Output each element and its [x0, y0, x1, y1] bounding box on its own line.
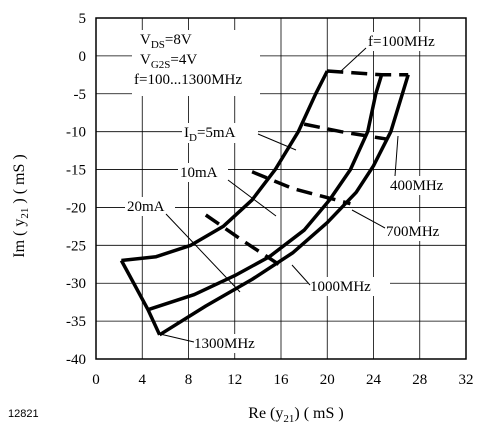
condition-vds: VDS=8V: [140, 32, 192, 51]
y-axis-title: Im ( y21 ) ( mS ): [11, 154, 31, 257]
series-line-1000mhz: [204, 213, 286, 270]
y-tick-label: 0: [79, 49, 87, 65]
x-tick-label: 4: [139, 372, 147, 388]
x-axis-title: Re (y21) ( mS ): [248, 405, 343, 425]
y-tick-label: 5: [79, 11, 87, 27]
condition-frequency: f=100...1300MHz: [134, 72, 242, 88]
y-tick-label: -35: [66, 314, 86, 330]
leader-current-10ma: [227, 179, 277, 217]
label-freq-1000mhz-bg: [308, 277, 390, 296]
y-tick-label: -15: [66, 163, 86, 179]
x-tick-label: 20: [320, 372, 335, 388]
label-current-5ma-bg: [182, 123, 258, 143]
label-freq-100mhz: f=100MHz: [368, 34, 435, 50]
y-tick-label: -20: [66, 200, 86, 216]
series-line-10ma: [147, 74, 384, 312]
x-tick-label: 24: [366, 372, 382, 388]
label-freq-1300mhz: 1300MHz: [194, 336, 255, 352]
label-freq-700mhz: 700MHz: [386, 224, 440, 240]
leader-freq-1000mhz: [291, 264, 311, 286]
y-tick-label: -25: [66, 238, 86, 254]
label-freq-100mhz-bg: [366, 32, 460, 51]
series-line-5ma: [121, 70, 329, 263]
x-tick-label: 28: [412, 372, 427, 388]
label-current-20ma-bg: [125, 197, 175, 216]
label-freq-1000mhz: 1000MHz: [310, 279, 371, 295]
y-tick-label: -40: [66, 352, 86, 368]
x-tick-label: 16: [274, 372, 290, 388]
label-freq-1300mhz-bg: [192, 334, 274, 353]
label-current-10ma-bg: [178, 163, 228, 182]
x-tick-label: 8: [185, 372, 193, 388]
series-line-700mhz: [251, 170, 351, 206]
series-line-1300mhz: [119, 259, 162, 336]
figure-code: 12821: [8, 408, 39, 420]
leader-current-20ma: [165, 213, 241, 293]
label-freq-400mhz: 400MHz: [390, 178, 444, 194]
conditions-bg: [132, 30, 260, 96]
plot-frame: [95, 17, 467, 360]
leader-freq-1300mhz: [159, 333, 195, 343]
condition-vg2s: VG2S=4V: [140, 52, 197, 71]
label-current-10ma: 10mA: [180, 165, 218, 181]
leader-freq-400mhz: [394, 135, 399, 177]
x-tick-label: 12: [227, 372, 242, 388]
label-freq-400mhz-bg: [388, 176, 458, 195]
tick-labels: 0 4 8 12 16 20 24 28 32 5 0 -5 -10 -15 -20 -25 -30 -35 -40: [66, 11, 474, 388]
series-line-20ma: [158, 74, 410, 337]
leader-freq-100mhz: [339, 47, 367, 73]
series-layer: [119, 69, 410, 337]
label-current-5ma: ID=5mA: [184, 125, 236, 144]
series-line-100mhz: [327, 69, 409, 77]
series-line-400mhz: [303, 122, 388, 141]
x-tick-label: 32: [459, 372, 474, 388]
leader-freq-700mhz: [351, 209, 386, 229]
y-tick-label: -30: [66, 276, 86, 292]
y-tick-label: -5: [74, 87, 87, 103]
y-tick-label: -10: [66, 125, 86, 141]
x-tick-label: 0: [92, 372, 100, 388]
label-current-20ma: 20mA: [127, 199, 165, 215]
leader-current-5ma: [257, 133, 297, 151]
label-freq-700mhz-bg: [384, 222, 456, 241]
